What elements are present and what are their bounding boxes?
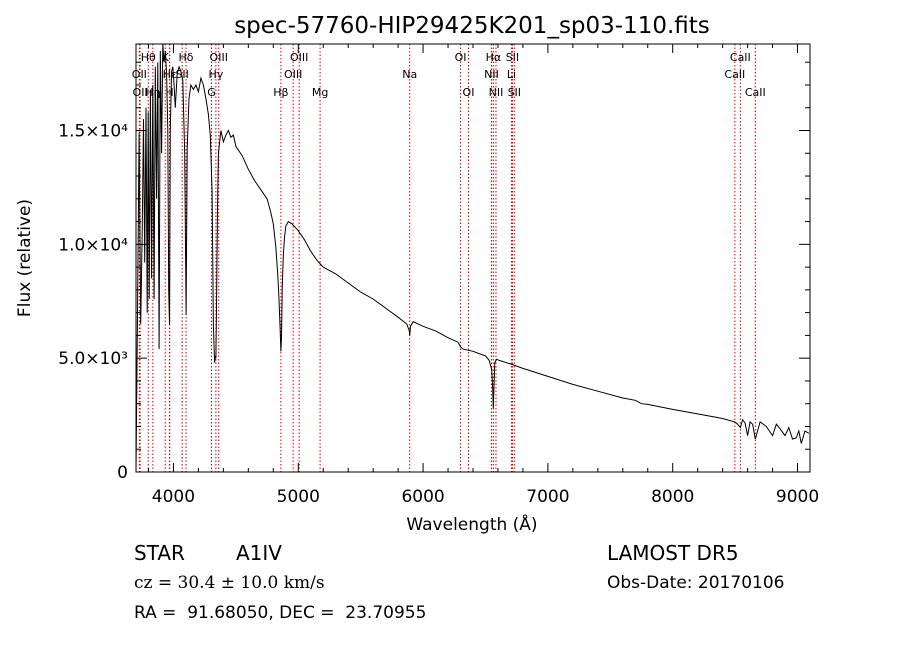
observation-date: Obs-Date: 20170106 — [607, 573, 785, 593]
spectral-line-label: OIII — [284, 68, 302, 81]
y-tick-label: 0 — [117, 463, 128, 483]
y-tick-label: 1.5×10⁴ — [58, 122, 128, 142]
redshift-velocity: cz = 30.4 ± 10.0 km/s — [134, 573, 325, 593]
spectral-line-label: Hγ — [208, 68, 223, 81]
spectral-line-label: OI — [463, 86, 475, 99]
object-class: STAR — [134, 541, 185, 565]
coordinates: RA = 91.68050, DEC = 23.70955 — [134, 603, 427, 623]
x-tick-label: 5000 — [277, 487, 320, 507]
spectral-line-label: Li — [507, 68, 516, 81]
spectral-line-label: OIII — [290, 51, 308, 64]
spectral-line-label: OI — [455, 51, 467, 64]
spectrum-line — [135, 43, 810, 473]
spectral-line-label: H — [165, 86, 173, 99]
y-axis-ticks: 0 5.0×10³ 1.0×10⁴ 1.5×10⁴ — [58, 61, 810, 483]
x-axis-label: Wavelength (Å) — [406, 513, 537, 535]
spectral-subclass: A1IV — [236, 541, 282, 565]
spectral-line-label: Hδ — [179, 51, 194, 64]
spectral-line-label: Hθ — [141, 51, 156, 64]
spectral-line-label: Hα — [486, 51, 502, 64]
survey-name: LAMOST DR5 — [607, 541, 739, 565]
spectral-line-label: NII — [484, 68, 499, 81]
spectral-line-label: G — [207, 86, 216, 99]
y-tick-label: 5.0×10³ — [58, 349, 128, 369]
plot-frame — [135, 43, 811, 473]
spectral-line-label: NII — [489, 86, 504, 99]
spectral-line-label: OIII — [210, 51, 228, 64]
spectral-line-label: SII — [506, 51, 519, 64]
spectral-line-label: CaII — [724, 68, 745, 81]
x-tick-label: 7000 — [526, 487, 569, 507]
spectral-line-label: Mg — [312, 86, 328, 99]
x-tick-label: 4000 — [152, 487, 195, 507]
spectral-line-label: CaII — [745, 86, 766, 99]
spectral-line-label: Na — [402, 68, 417, 81]
x-tick-label: 9000 — [776, 487, 819, 507]
spectral-line-label: CaII — [730, 51, 751, 64]
x-tick-label: 6000 — [401, 487, 444, 507]
y-axis-label: Flux (relative) — [15, 199, 35, 317]
spectral-line-label: SII — [508, 86, 521, 99]
y-tick-label: 1.0×10⁴ — [58, 235, 128, 255]
chart-title: spec-57760-HIP29425K201_sp03-110.fits — [234, 13, 710, 39]
spectral-line-label: Hβ — [273, 86, 288, 99]
spectral-line-label: SII — [175, 68, 188, 81]
x-tick-label: 8000 — [651, 487, 694, 507]
x-axis-ticks: 4000 5000 6000 7000 8000 9000 — [147, 44, 819, 507]
spectral-line-label: OII — [132, 68, 147, 81]
